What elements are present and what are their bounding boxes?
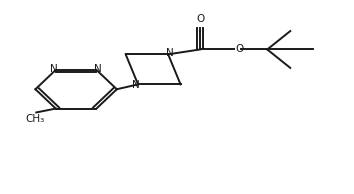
Text: N: N <box>166 48 174 58</box>
Text: N: N <box>50 64 58 74</box>
Text: O: O <box>235 44 244 55</box>
Text: O: O <box>196 14 204 24</box>
Text: N: N <box>95 64 102 74</box>
Text: N: N <box>132 80 140 90</box>
Text: CH₃: CH₃ <box>25 114 44 124</box>
